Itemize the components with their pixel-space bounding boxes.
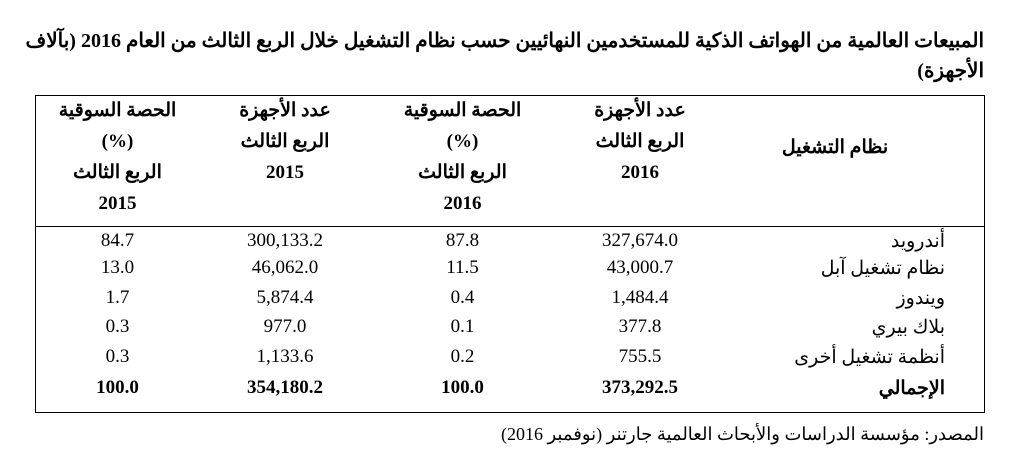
row-label: بلاك بيري (871, 317, 945, 338)
cell-value: 373,292.5 (602, 377, 678, 398)
header-line: (%) (446, 131, 479, 152)
header-line: الحصة السوقية (58, 100, 177, 121)
cell-value: 100.0 (96, 377, 139, 398)
header-line: 2015 (98, 193, 137, 214)
cell-value: 84.7 (100, 230, 135, 251)
cell-value: 1,484.4 (611, 287, 669, 308)
cell-value: 0.4 (450, 287, 475, 308)
source: المصدر: مؤسسة الدراسات والأبحاث العالمية… (500, 424, 984, 444)
cell-value: 977.0 (263, 316, 307, 337)
column-header: الحصة السوقية (%) الربع الثالث 2016 (370, 95, 555, 219)
cell-value: 755.5 (618, 346, 662, 367)
column-header: عدد الأجهزة الربع الثالث 2015 (200, 95, 370, 188)
table-left-border (35, 95, 36, 413)
row-label: أنظمة تشغيل أخرى (794, 347, 945, 368)
row-label: الإجمالي (878, 378, 945, 399)
header-line: عدد الأجهزة (239, 100, 331, 121)
cell-value: 327,674.0 (602, 230, 678, 251)
cell-value: 46,062.0 (251, 257, 319, 278)
row-label: نظام تشغيل آبل (820, 258, 945, 279)
header-line: الربع الثالث (73, 162, 162, 183)
cell-value: 100.0 (441, 377, 484, 398)
table-right-border (984, 95, 985, 413)
cell-value: 300,133.2 (247, 230, 323, 251)
cell-value: 377.8 (618, 316, 662, 337)
cell-value: 87.8 (445, 230, 480, 251)
row-label: أندرويد (890, 231, 945, 252)
cell-value: 354,180.2 (247, 377, 323, 398)
header-line: الربع الثالث (595, 131, 685, 152)
header-line: الربع الثالث (240, 131, 330, 152)
cell-value: 1,133.6 (256, 346, 314, 367)
column-header: الحصة السوقية (%) الربع الثالث 2015 (35, 95, 200, 219)
header-line: نظام التشغيل (781, 137, 889, 158)
header-line: 2016 (621, 162, 659, 183)
row-label: ويندوز (896, 288, 945, 309)
column-header: عدد الأجهزة الربع الثالث 2016 (555, 95, 725, 188)
cell-value: 11.5 (446, 257, 479, 278)
header-line: الحصة السوقية (403, 100, 522, 121)
cell-value: 43,000.7 (606, 257, 674, 278)
table-bottom-border (35, 412, 985, 413)
header-line: 2015 (266, 162, 304, 183)
cell-value: 13.0 (100, 257, 135, 278)
column-header: نظام التشغيل (725, 132, 945, 163)
cell-value: 0.1 (450, 316, 475, 337)
header-line: 2016 (443, 193, 482, 214)
cell-value: 0.2 (450, 346, 475, 367)
header-line: عدد الأجهزة (594, 100, 686, 121)
header-line: (%) (101, 131, 134, 152)
cell-value: 0.3 (105, 316, 130, 337)
title: المبيعات العالمية من الهواتف الذكية للمس… (25, 30, 984, 82)
cell-value: 1.7 (105, 287, 130, 308)
header-line: الربع الثالث (418, 162, 507, 183)
header-border (35, 226, 985, 227)
cell-value: 0.3 (105, 346, 130, 367)
table-top-border (35, 95, 985, 96)
cell-value: 5,874.4 (256, 287, 314, 308)
